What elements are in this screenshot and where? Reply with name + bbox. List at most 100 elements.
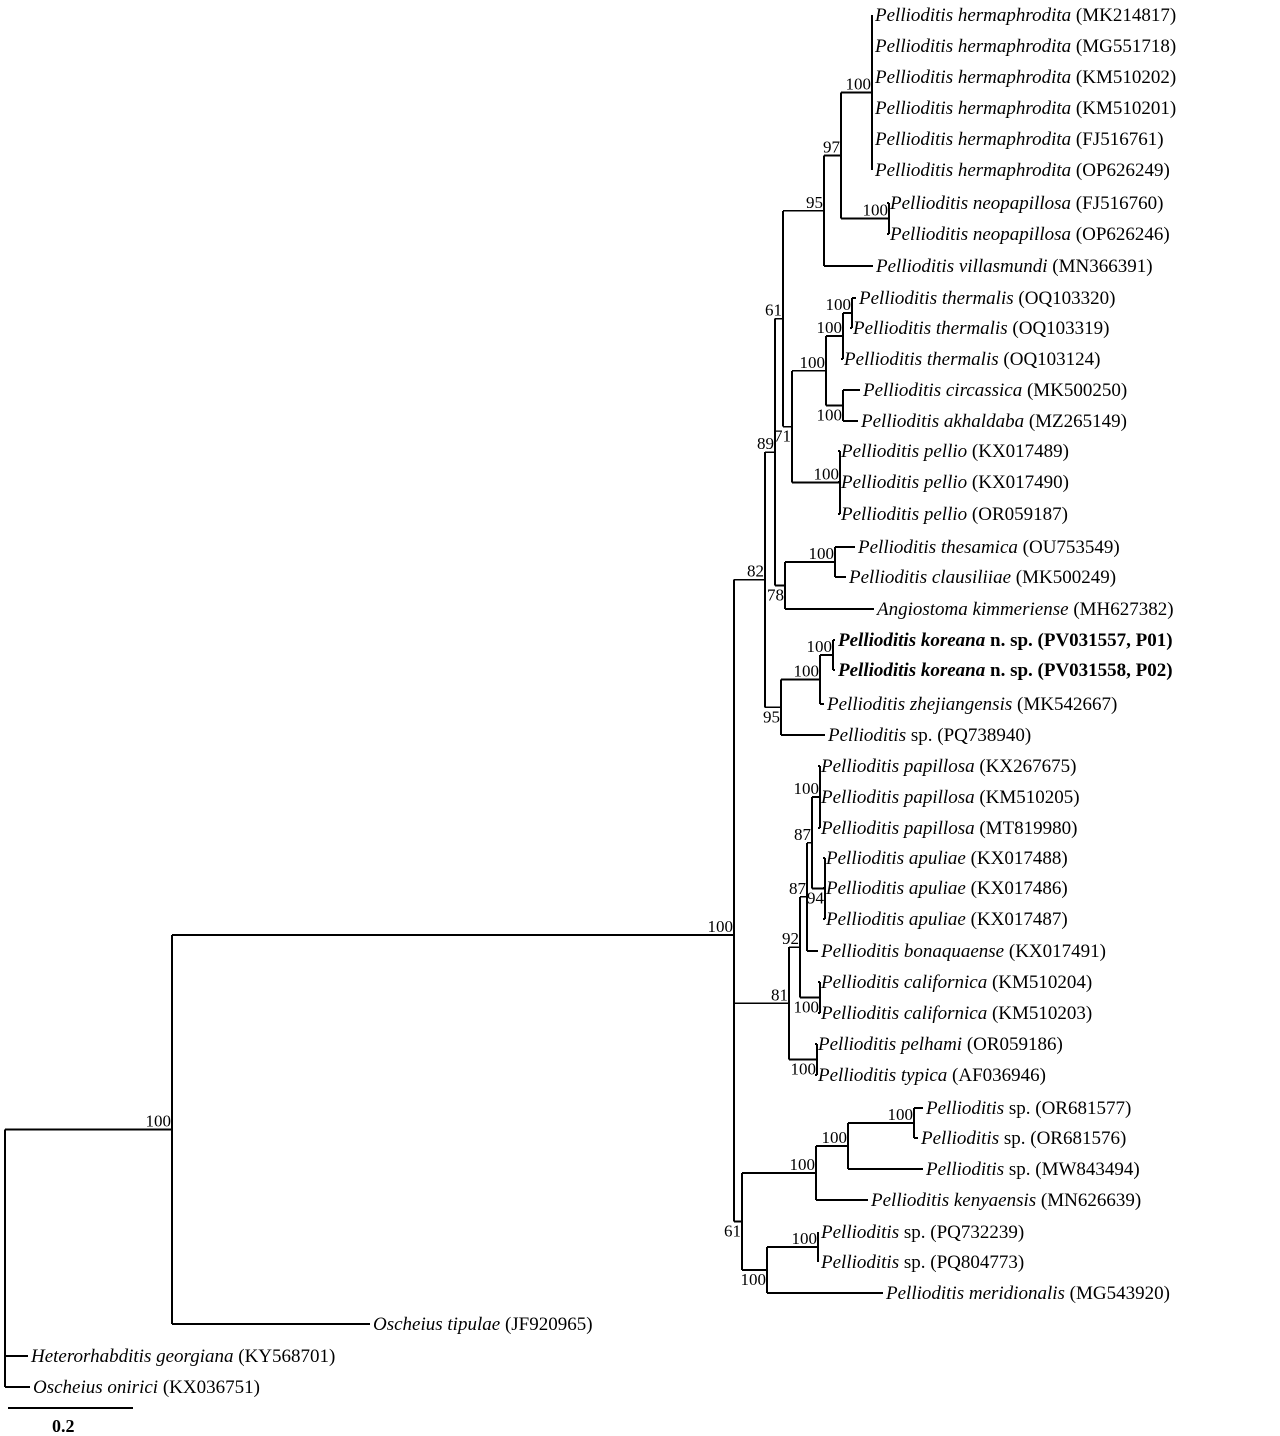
taxon-name: Pellioditis californica: [820, 972, 987, 993]
support-value: 100: [146, 1112, 172, 1131]
taxon-name: Pellioditis: [820, 1222, 899, 1243]
taxon-accession: n. sp. (PV031558, P02): [985, 660, 1172, 681]
taxon-name: Pellioditis thermalis: [858, 288, 1014, 309]
taxon-label: Pellioditis sp. (PQ804773): [820, 1252, 1024, 1273]
taxon-name: Pellioditis pellio: [840, 472, 967, 493]
taxon-label: Pellioditis californica (KM510203): [820, 1003, 1092, 1024]
support-value: 95: [806, 193, 823, 212]
taxon-name: Pellioditis: [925, 1159, 1004, 1180]
taxon-label: Pellioditis pellio (KX017490): [840, 472, 1069, 493]
support-value: 78: [767, 586, 784, 605]
taxon-name: Oscheius onirici: [33, 1377, 158, 1398]
support-value: 92: [782, 929, 799, 948]
taxon-accession: (MH627382): [1069, 599, 1174, 620]
taxon-name: Pellioditis koreana: [837, 630, 986, 651]
taxon-accession: (KX017486): [966, 878, 1068, 899]
taxon-label: Pellioditis hermaphrodita (KM510202): [874, 67, 1176, 88]
taxon-name: Pellioditis thermalis: [843, 349, 999, 370]
taxon-accession: (KM510202): [1071, 67, 1176, 88]
taxon-name: Pellioditis hermaphrodita: [874, 160, 1071, 181]
support-value: 87: [789, 879, 807, 898]
taxon-label: Pellioditis koreana n. sp. (PV031558, P0…: [837, 660, 1173, 681]
taxon-accession: (KX017487): [966, 909, 1068, 930]
taxon-label: Pellioditis clausiliiae (MK500249): [848, 567, 1116, 588]
taxon-label: Pellioditis typica (AF036946): [817, 1065, 1046, 1086]
support-value: 100: [794, 779, 820, 798]
taxon-accession: (OU753549): [1018, 537, 1120, 558]
taxon-name: Pellioditis thesamica: [857, 537, 1018, 558]
taxon-accession: sp. (OR681576): [999, 1128, 1126, 1149]
taxon-label: Oscheius onirici (KX036751): [33, 1377, 260, 1398]
taxon-accession: (OR059187): [967, 504, 1068, 525]
taxon-label: Pellioditis apuliae (KX017488): [825, 848, 1068, 869]
support-value: 100: [741, 1270, 767, 1289]
taxon-accession: (OQ103319): [1008, 318, 1110, 339]
taxon-name: Pellioditis meridionalis: [885, 1283, 1065, 1304]
taxon-name: Pellioditis papillosa: [820, 818, 975, 839]
taxon-label: Pellioditis pellio (KX017489): [840, 441, 1069, 462]
taxon-accession: (KX017488): [966, 848, 1068, 869]
support-value: 82: [747, 562, 764, 581]
taxon-label: Pellioditis circassica (MK500250): [862, 380, 1127, 401]
taxon-accession: (MG543920): [1065, 1283, 1170, 1304]
taxon-accession: (AF036946): [947, 1065, 1046, 1086]
taxon-accession: sp. (MW843494): [1004, 1159, 1140, 1180]
support-value: 100: [794, 662, 820, 681]
taxon-label: Pellioditis papillosa (KM510205): [820, 787, 1080, 808]
support-value: 100: [708, 917, 734, 936]
taxon-label: Pellioditis villasmundi (MN366391): [875, 256, 1153, 277]
support-value: 61: [724, 1222, 741, 1241]
taxon-accession: (FJ516761): [1071, 129, 1163, 150]
support-value: 94: [807, 889, 825, 908]
support-value: 100: [826, 295, 852, 314]
taxon-name: Pellioditis californica: [820, 1003, 987, 1024]
taxon-name: Pellioditis pelhami: [817, 1034, 962, 1055]
taxon-accession: (MN626639): [1036, 1190, 1141, 1211]
support-value: 61: [765, 301, 782, 320]
support-value: 100: [846, 75, 872, 94]
taxon-label: Pellioditis meridionalis (MG543920): [885, 1283, 1170, 1304]
support-value: 100: [863, 201, 889, 220]
taxon-name: Pellioditis bonaquaense: [820, 941, 1004, 962]
support-value: 100: [800, 353, 826, 372]
taxon-name: Pellioditis koreana: [837, 660, 986, 681]
support-value: 97: [823, 138, 841, 157]
taxon-name: Pellioditis: [820, 1252, 899, 1273]
taxon-accession: sp. (OR681577): [1004, 1098, 1131, 1119]
taxon-label: Pellioditis akhaldaba (MZ265149): [860, 411, 1127, 432]
taxon-label: Pellioditis apuliae (KX017487): [825, 909, 1068, 930]
taxon-accession: (MK500250): [1022, 380, 1127, 401]
support-value: 100: [817, 406, 843, 425]
leaf-labels: Pellioditis hermaphrodita (MK214817)Pell…: [30, 5, 1176, 1398]
support-value: 100: [807, 637, 833, 656]
taxon-label: Pellioditis sp. (PQ738940): [827, 725, 1031, 746]
taxon-name: Pellioditis typica: [817, 1065, 947, 1086]
taxon-accession: (KX017489): [967, 441, 1069, 462]
taxon-label: Pellioditis kenyaensis (MN626639): [870, 1190, 1141, 1211]
taxon-accession: (KM510201): [1071, 98, 1176, 119]
taxon-name: Pellioditis thermalis: [852, 318, 1008, 339]
taxon-label: Pellioditis apuliae (KX017486): [825, 878, 1068, 899]
taxon-accession: (KY568701): [234, 1346, 336, 1367]
taxon-label: Pellioditis zhejiangensis (MK542667): [826, 694, 1117, 715]
taxon-label: Pellioditis thesamica (OU753549): [857, 537, 1120, 558]
taxon-label: Pellioditis sp. (MW843494): [925, 1159, 1140, 1180]
taxon-label: Pellioditis thermalis (OQ103319): [852, 318, 1110, 339]
taxon-label: Pellioditis sp. (PQ732239): [820, 1222, 1024, 1243]
taxon-label: Pellioditis hermaphrodita (FJ516761): [874, 129, 1164, 150]
support-value: 100: [814, 465, 840, 484]
support-value: 100: [790, 1155, 816, 1174]
taxon-accession: sp. (PQ738940): [906, 725, 1031, 746]
taxon-label: Pellioditis pelhami (OR059186): [817, 1034, 1063, 1055]
taxon-accession: (FJ516760): [1071, 193, 1163, 214]
taxon-name: Pellioditis apuliae: [825, 878, 966, 899]
taxon-accession: (OQ103320): [1014, 288, 1116, 309]
taxon-name: Pellioditis zhejiangensis: [826, 694, 1012, 715]
taxon-name: Pellioditis papillosa: [820, 756, 975, 777]
taxon-label: Pellioditis hermaphrodita (MG551718): [874, 36, 1176, 57]
support-value: 100: [817, 318, 843, 337]
taxon-accession: (MT819980): [975, 818, 1078, 839]
taxon-label: Pellioditis bonaquaense (KX017491): [820, 941, 1106, 962]
taxon-accession: (OQ103124): [999, 349, 1101, 370]
support-value: 100: [794, 998, 820, 1017]
